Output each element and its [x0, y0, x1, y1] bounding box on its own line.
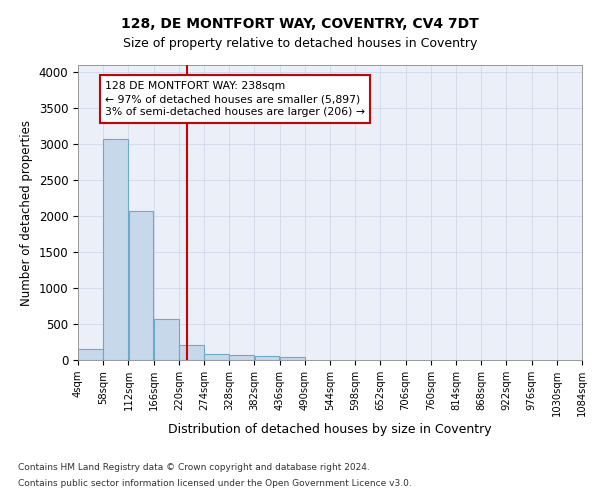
Bar: [78, 349, 103, 360]
Bar: [103, 139, 128, 360]
Bar: [204, 354, 229, 360]
Y-axis label: Number of detached properties: Number of detached properties: [20, 120, 33, 306]
Bar: [179, 344, 204, 360]
Text: Contains HM Land Registry data © Crown copyright and database right 2024.: Contains HM Land Registry data © Crown c…: [18, 464, 370, 472]
Text: 128, DE MONTFORT WAY, COVENTRY, CV4 7DT: 128, DE MONTFORT WAY, COVENTRY, CV4 7DT: [121, 18, 479, 32]
Text: Contains public sector information licensed under the Open Government Licence v3: Contains public sector information licen…: [18, 478, 412, 488]
Text: Size of property relative to detached houses in Coventry: Size of property relative to detached ho…: [123, 38, 477, 51]
Bar: [280, 357, 305, 360]
Text: 128 DE MONTFORT WAY: 238sqm
← 97% of detached houses are smaller (5,897)
3% of s: 128 DE MONTFORT WAY: 238sqm ← 97% of det…: [105, 81, 365, 117]
Bar: [128, 211, 154, 360]
Bar: [154, 319, 179, 360]
Bar: [254, 356, 280, 360]
X-axis label: Distribution of detached houses by size in Coventry: Distribution of detached houses by size …: [168, 423, 492, 436]
Bar: [229, 356, 254, 360]
